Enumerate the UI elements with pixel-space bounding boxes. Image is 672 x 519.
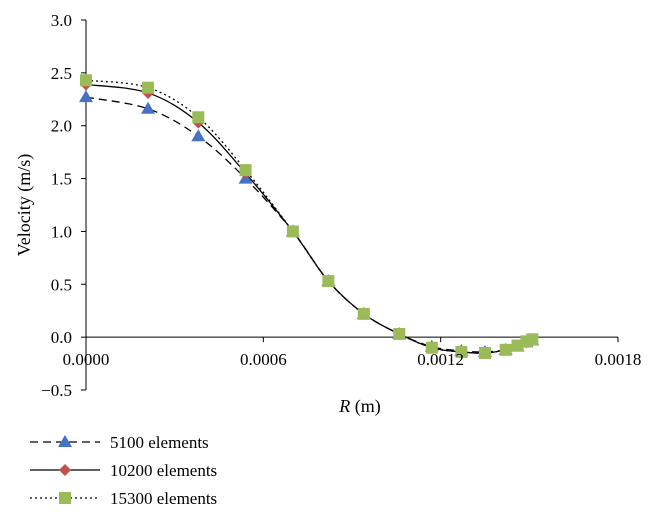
y-tick-label: 3.0 (51, 11, 72, 30)
legend-marker (58, 435, 72, 447)
y-tick-label: −0.5 (41, 381, 72, 400)
legend-marker (59, 492, 71, 504)
data-point-15300-elements (239, 164, 252, 177)
x-tick-label: 0.0018 (595, 350, 642, 369)
series-markers (79, 74, 540, 359)
series-lines (85, 79, 533, 354)
y-axis-label: Velocity (m/s) (14, 154, 35, 256)
x-tick-label: 0.0000 (63, 350, 110, 369)
legend-label: 15300 elements (110, 489, 217, 508)
x-axis-label: R (m) (338, 396, 381, 417)
data-point-15300-elements (357, 307, 370, 320)
data-point-15300-elements (425, 341, 438, 354)
x-tick-label: 0.0006 (240, 350, 287, 369)
data-point-15300-elements (479, 347, 491, 359)
y-tick-label: 0.0 (51, 328, 72, 347)
y-tick-label: 1.5 (51, 170, 72, 189)
x-axis-label-variable: R (338, 396, 350, 416)
y-tick-label: 0.5 (51, 275, 72, 294)
data-point-15300-elements (393, 327, 406, 340)
data-point-15300-elements (499, 343, 512, 356)
data-point-5100-elements (141, 101, 156, 114)
series-line-15300-elements (85, 79, 533, 354)
data-point-15300-elements (142, 81, 155, 94)
tick-labels: 3.0 2.5 2.0 1.5 1.0 0.5 0.0 −0.5 0.0000 0.0006 0.0… (41, 11, 641, 400)
y-tick-label: 2.0 (51, 117, 72, 136)
legend-label: 10200 elements (110, 461, 217, 480)
x-axis-label-unit: (m) (350, 396, 381, 417)
data-point-15300-elements (286, 225, 299, 238)
series-line-5100-elements (85, 96, 533, 353)
data-point-5100-elements (191, 129, 206, 142)
data-point-15300-elements (322, 275, 335, 288)
data-point-5100-elements (79, 90, 93, 103)
legend-marker (59, 464, 71, 476)
data-point-15300-elements (80, 74, 92, 87)
y-tick-label: 1.0 (51, 222, 72, 241)
legend: 5100 elements 10200 elements 15300 element… (30, 433, 217, 508)
data-point-15300-elements (455, 345, 468, 358)
data-point-15300-elements (192, 111, 205, 124)
y-tick-label: 2.5 (51, 64, 72, 83)
legend-label: 5100 elements (110, 433, 209, 452)
series-line-10200-elements (85, 83, 533, 354)
data-point-15300-elements (526, 333, 539, 346)
x-tick-label: 0.0012 (417, 350, 464, 369)
